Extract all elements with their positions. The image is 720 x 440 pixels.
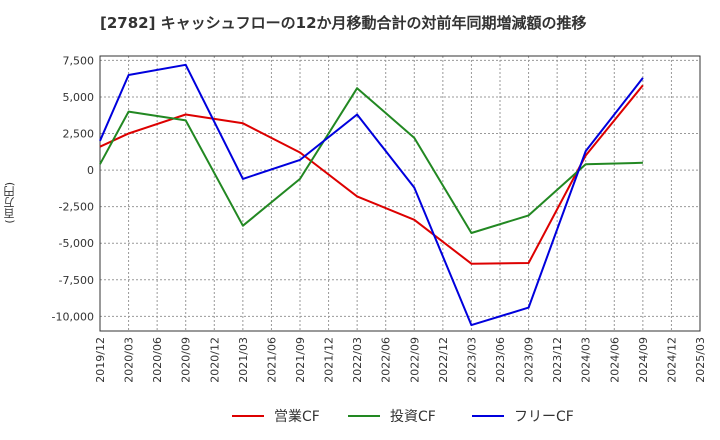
- y-tick-label: -2,500: [59, 201, 94, 214]
- series-line-1: [99, 87, 643, 234]
- x-tick-label: 2021/06: [265, 337, 278, 383]
- x-tick-label: 2019/12: [94, 337, 107, 383]
- y-tick-label: -10,000: [52, 310, 94, 323]
- legend-item: フリーCF: [472, 404, 574, 428]
- x-tick-label: 2020/03: [123, 337, 136, 383]
- x-tick-label: 2023/03: [465, 337, 478, 383]
- y-tick-label: 2,500: [63, 128, 95, 141]
- legend-item: 営業CF: [232, 404, 320, 428]
- x-tick-label: 2022/06: [380, 337, 393, 383]
- x-tick-label: 2021/12: [323, 337, 336, 383]
- x-tick-label: 2021/09: [294, 337, 307, 383]
- x-tick-label: 2021/03: [237, 337, 250, 383]
- legend-label: 営業CF: [274, 409, 320, 425]
- legend-label: フリーCF: [514, 409, 574, 425]
- x-tick-label: 2024/06: [608, 337, 621, 383]
- series-lines: [99, 63, 644, 327]
- series-line-0: [99, 84, 644, 265]
- x-tick-label: 2024/12: [665, 337, 678, 383]
- x-tick-label: 2020/09: [180, 337, 193, 383]
- legend-item: 投資CF: [348, 404, 436, 428]
- legend-label: 投資CF: [390, 409, 436, 425]
- y-tick-label: 5,000: [63, 91, 95, 104]
- legend-swatch: [348, 415, 380, 417]
- y-tick-label: -5,000: [59, 237, 94, 250]
- y-tick-label: -7,500: [59, 274, 94, 287]
- y-tick-labels: 7,500 5,000 2,500 0 -2,500 -5,000 -7,500 -10,00…: [52, 54, 94, 323]
- chart-title: [2782] キャッシュフローの12か月移動合計の対前年同期増減額の推移: [100, 14, 587, 32]
- x-tick-label: 2020/12: [208, 337, 221, 383]
- x-tick-label: 2024/03: [580, 337, 593, 383]
- legend-swatch: [232, 415, 264, 417]
- plot-frame: [99, 55, 701, 332]
- y-tick-label: 7,500: [63, 54, 95, 67]
- x-tick-label: 2023/06: [494, 337, 507, 383]
- grid-layer: [100, 56, 700, 331]
- x-tick-label: 2020/06: [151, 337, 164, 383]
- x-tick-label: 2022/09: [408, 337, 421, 383]
- x-tick-label: 2024/09: [637, 337, 650, 383]
- x-tick-label: 2022/03: [351, 337, 364, 383]
- x-tick-label: 2025/03: [694, 337, 707, 383]
- legend-swatch: [472, 415, 504, 417]
- x-tick-labels: 2019/12 2020/03 2020/06 2020/09 2020/12 2021/…: [94, 337, 707, 383]
- legend: 営業CF 投資CF フリーCF: [0, 404, 720, 428]
- x-tick-label: 2023/12: [551, 337, 564, 383]
- series-line-2: [99, 63, 644, 327]
- x-tick-label: 2022/12: [437, 337, 450, 383]
- x-tick-label: 2023/09: [523, 337, 536, 383]
- y-tick-label: 0: [87, 164, 94, 177]
